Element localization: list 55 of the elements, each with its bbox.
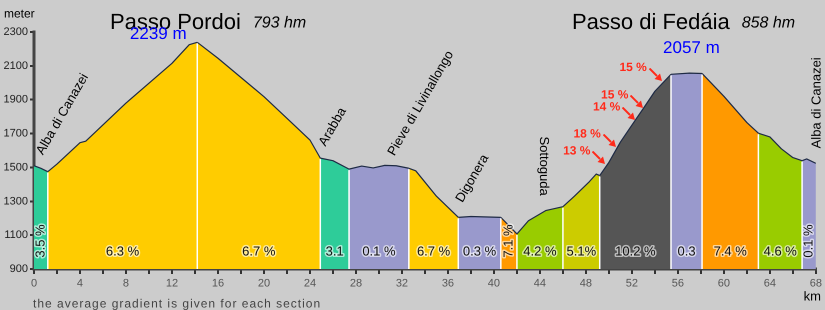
annotation: 15 % [619, 60, 648, 74]
series-label: 7.4 % [714, 244, 748, 259]
series-label: 0.3 % [462, 244, 497, 259]
annotation: 14 % [593, 99, 621, 114]
series-label: 6.7 % [242, 244, 276, 259]
y-tick-label: 1900 [4, 94, 28, 106]
text: the average gradient is given for each section [33, 296, 322, 310]
annotation: 13 % [563, 143, 591, 158]
x-tick-label: 36 [442, 278, 454, 290]
series-label: 4.2 % [523, 244, 557, 259]
x-tick-label: 48 [580, 278, 592, 290]
annotation: Alba di Canazei [808, 57, 824, 148]
series-label: 3.5 % [32, 224, 48, 258]
series-label: 10.2 % [615, 244, 656, 259]
x-tick-label: 56 [672, 278, 684, 290]
text: 858 hm [742, 14, 796, 32]
annotation: Sottoguda [537, 136, 552, 197]
x-tick-label: 20 [258, 278, 270, 290]
x-tick-label: 12 [166, 278, 178, 290]
series-label: 3.1 [326, 244, 344, 259]
text: 793 hm [252, 14, 306, 32]
y-tick-label: 1300 [4, 195, 28, 208]
series-label: 5.1% [566, 244, 597, 259]
y-tick-label: 2300 [4, 26, 28, 38]
x-tick-label: 68 [810, 278, 822, 290]
x-tick-label: 16 [212, 278, 224, 290]
x-tick-label: 28 [350, 278, 362, 290]
series-label: 0.1 % [362, 244, 396, 259]
y-axis-title: meter [4, 6, 35, 20]
x-axis-title: km [804, 288, 821, 304]
series-label: 0.1 % [800, 224, 816, 258]
x-tick-label: 44 [534, 278, 546, 290]
x-tick-label: 32 [396, 278, 408, 290]
annotation: 2057 m [663, 38, 720, 57]
series-label: 0.3 [677, 244, 696, 259]
x-tick-label: 4 [76, 278, 84, 290]
x-tick-label: 60 [718, 278, 730, 290]
x-tick-label: 0 [30, 278, 38, 290]
series-label: 6.3 % [106, 244, 140, 259]
y-tick-label: 900 [10, 263, 28, 276]
annotation: 15 % [601, 88, 629, 102]
annotation: Passo di Fedáia [572, 9, 731, 34]
x-tick-label: 52 [626, 278, 638, 290]
x-tick-label: 40 [488, 278, 500, 290]
series-label: 6.7 % [416, 244, 451, 259]
x-tick-label: 8 [122, 278, 130, 290]
x-tick-label: 24 [304, 278, 316, 290]
series-label: 7.1 % [500, 224, 516, 258]
x-tick-label: 64 [764, 278, 776, 290]
y-tick-label: 1500 [4, 161, 28, 174]
y-tick-label: 2100 [4, 60, 28, 72]
y-tick-label: 1700 [4, 128, 28, 140]
series-label: 4.6 % [764, 244, 798, 259]
annotation: 18 % [573, 126, 602, 141]
y-tick-label: 1100 [4, 229, 28, 242]
